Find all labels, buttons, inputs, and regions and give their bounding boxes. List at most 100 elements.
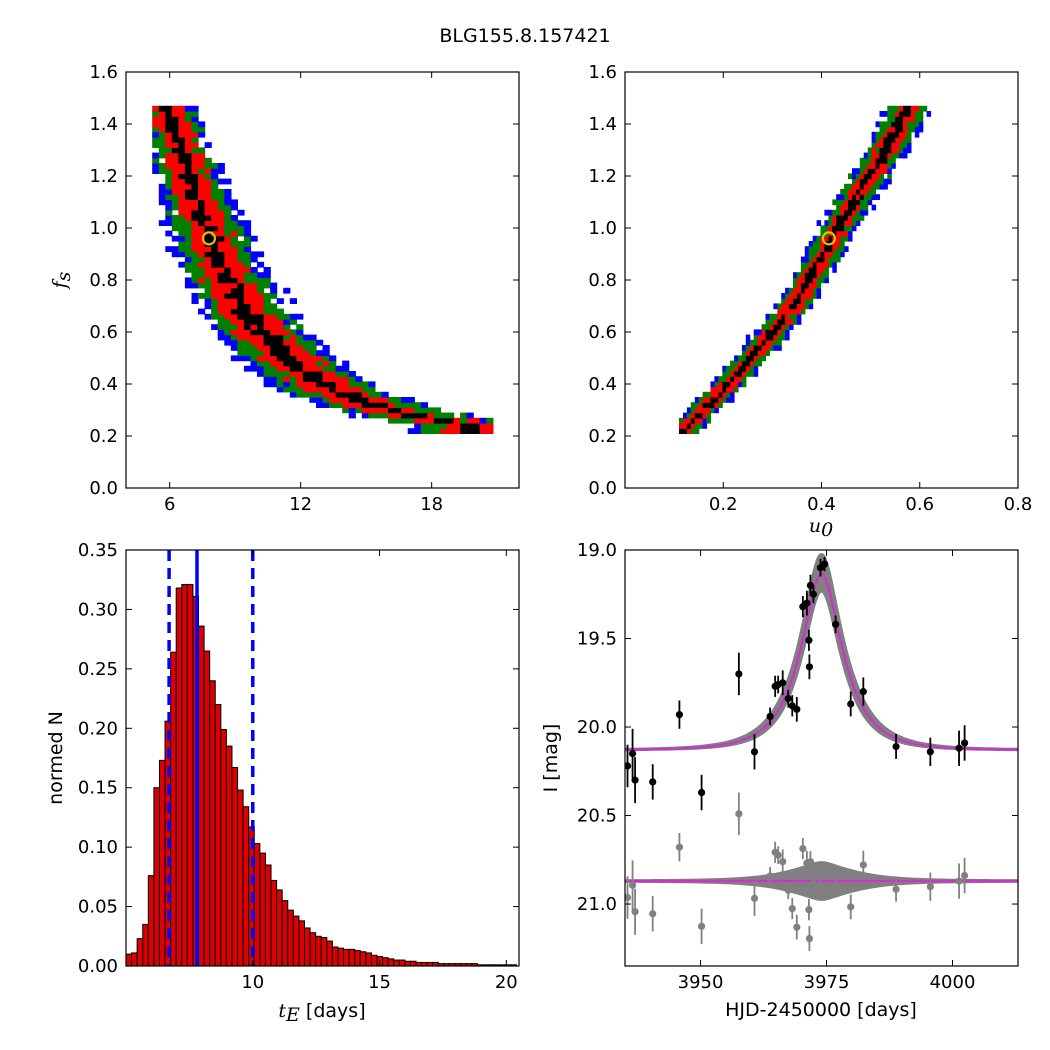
heatmap-cell (785, 308, 790, 315)
heatmap-cell (316, 386, 324, 393)
heatmap-cell (224, 303, 232, 310)
heatmap-cell (702, 412, 708, 419)
histogram-bar (153, 787, 160, 967)
heatmap-cell (191, 131, 199, 138)
heatmap-cell (907, 131, 912, 138)
heatmap-cell (867, 152, 873, 159)
x-tick-label: 18 (420, 494, 443, 515)
residual-point (628, 881, 637, 889)
heatmap-cell (875, 137, 880, 143)
heatmap-cell (683, 423, 688, 429)
heatmap-cell (283, 339, 291, 346)
heatmap-cell (789, 298, 794, 304)
heatmap-cell (781, 303, 786, 310)
heatmap-cell (224, 287, 232, 294)
histogram-bar (348, 948, 356, 967)
heatmap-cell (804, 251, 810, 258)
heatmap-cell (863, 168, 869, 174)
heatmap-cell (335, 371, 343, 377)
heatmap-cell (257, 371, 265, 377)
heatmap-cell (211, 256, 219, 263)
heatmap-cell (836, 199, 841, 206)
heatmap-cell (710, 407, 715, 414)
heatmap-cell (844, 246, 849, 252)
heatmap-cell (329, 386, 337, 393)
heatmap-cell (270, 313, 278, 320)
heatmap-cell (184, 225, 193, 232)
heatmap-cell (276, 360, 284, 367)
heatmap-cell (867, 163, 873, 169)
heatmap-cell (309, 381, 317, 388)
heatmap-cell (718, 402, 723, 408)
heatmap-cell (922, 105, 928, 112)
heatmap-cell (914, 126, 920, 133)
data-point (820, 560, 829, 568)
heatmap-cell (263, 272, 271, 278)
heatmap-cell (263, 319, 271, 325)
heatmap-cell (686, 423, 692, 429)
residual-point (766, 872, 774, 880)
heatmap-cell (773, 303, 778, 310)
heatmap-cell (152, 131, 160, 138)
heatmap-cell (914, 111, 920, 117)
heatmap-cell (899, 121, 904, 128)
heatmap-cell (296, 360, 304, 367)
data-point (784, 695, 792, 703)
heatmap-cell (907, 126, 912, 133)
heatmap-cell (289, 334, 297, 341)
heatmap-cell (844, 183, 849, 190)
heatmap-cell (257, 298, 265, 304)
heatmap-cell (852, 189, 857, 195)
heatmap-cell (250, 298, 258, 304)
heatmap-cell (224, 204, 232, 211)
heatmap-cell (204, 235, 212, 242)
heatmap-cell (237, 230, 245, 237)
heatmap-cell (283, 371, 291, 377)
heatmap-cell (257, 308, 265, 315)
heatmap-cell (800, 293, 806, 299)
heatmap-cell (283, 319, 291, 325)
heatmap-cell (171, 163, 179, 169)
heatmap-cell (883, 137, 888, 143)
heatmap-cell (686, 412, 692, 419)
heatmap-cell (749, 360, 755, 367)
heatmap-cell (816, 220, 822, 226)
heatmap-cell (863, 178, 869, 185)
heatmap-cell (887, 116, 892, 122)
heatmap-cell (243, 355, 252, 362)
heatmap-cell (394, 417, 402, 424)
heatmap-cell (270, 365, 278, 372)
heatmap-cell (887, 111, 892, 117)
heatmap-cell (263, 298, 271, 304)
heatmap-cell (270, 308, 278, 315)
heatmap-cell (769, 334, 774, 341)
residual-point (847, 903, 855, 911)
heatmap-cell (714, 397, 719, 403)
heatmap-cell (224, 235, 232, 242)
heatmap-cell (237, 256, 245, 263)
heatmap-cell (407, 407, 415, 414)
heatmap-cell (224, 241, 232, 247)
heatmap-cell (726, 376, 731, 382)
heatmap-cell (230, 339, 238, 346)
heatmap-cell (178, 261, 186, 268)
heatmap-cell (698, 417, 704, 424)
heatmap-cell (879, 111, 884, 117)
heatmap-cell (871, 183, 877, 190)
heatmap-cell (184, 246, 193, 252)
heatmap-cell (250, 251, 258, 258)
y-axis-label: fs (49, 271, 75, 290)
heatmap-cell (730, 360, 735, 367)
heatmap-cell (171, 246, 179, 252)
y-tick-label: 0.6 (588, 322, 617, 343)
heatmap-cell (211, 308, 219, 315)
heatmap-cell (171, 157, 179, 164)
heatmap-cell (903, 137, 908, 143)
heatmap-cell (184, 121, 193, 128)
heatmap-cell (348, 402, 356, 408)
y-tick-label: 1.0 (588, 218, 617, 239)
heatmap-cell (855, 220, 861, 226)
heatmap-cell (848, 204, 853, 211)
heatmap-cell (466, 428, 474, 434)
heatmap-cell (178, 157, 186, 164)
